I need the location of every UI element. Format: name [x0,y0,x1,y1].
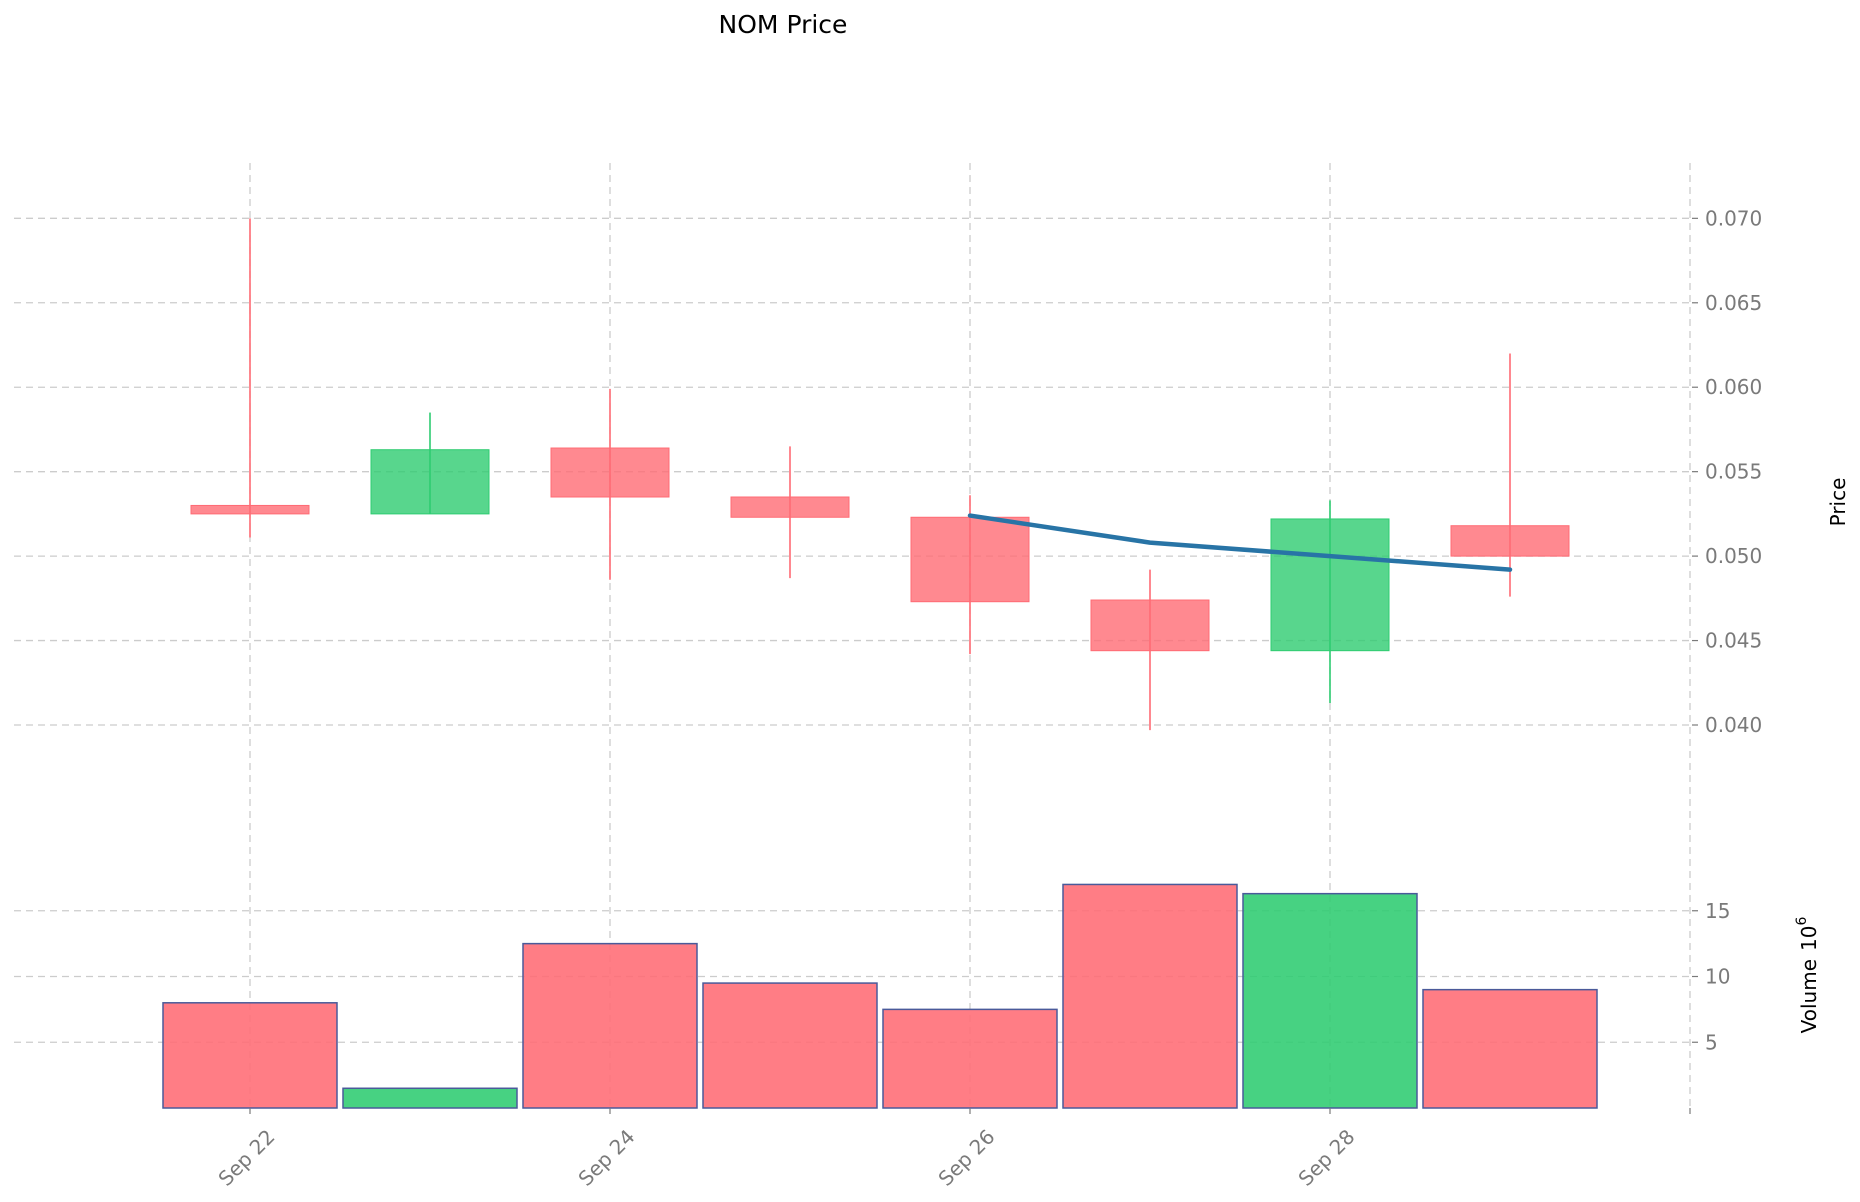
x-tick-label: Sep 24 [573,1125,639,1191]
volume-bar [1422,988,1598,1109]
candle-body [190,504,310,515]
price-tick-label: 0.060 [1705,375,1762,399]
price-tick-label: 0.045 [1705,629,1762,653]
volume-bar [162,1002,338,1109]
volume-axis-exponent: 6 [1794,917,1810,926]
candle-body [730,496,850,518]
moving-average [967,513,1513,572]
price-axis-label: Price [1826,478,1850,527]
volume-bar [702,982,878,1109]
volume-tick-label: 10 [1705,965,1730,989]
volume-axis-exponent-base: 10 [1797,926,1821,951]
volume-bar [1062,883,1238,1109]
candle-body [1450,525,1570,557]
volume-bar [522,942,698,1109]
candle-body [910,516,1030,603]
x-tick-label: Sep 22 [213,1125,279,1191]
price-tick-label: 0.055 [1705,460,1762,484]
price-tick-label: 0.040 [1705,713,1762,737]
price-tick-label: 0.050 [1705,544,1762,568]
candle-body [370,449,490,515]
volume-axis-label: Volume 106 [1794,917,1821,1034]
volume-bar [882,1008,1058,1109]
candle-body [550,447,670,498]
x-tick-label: Sep 28 [1293,1125,1359,1191]
volume-bar [1242,892,1418,1109]
price-tick-label: 0.070 [1705,206,1762,230]
grid [14,163,1691,1108]
x-tick-label: Sep 26 [933,1125,999,1191]
volume-tick-label: 5 [1705,1030,1718,1054]
volume-tick-label: 15 [1705,899,1730,923]
chart-title: NOM Price [719,10,848,39]
candle-body [1090,599,1210,652]
price-tick-label: 0.065 [1705,291,1762,315]
candlesticks [190,218,1570,731]
volume-axis-label-text: Volume [1797,959,1821,1033]
volume-bar [342,1087,518,1109]
volume-bars [162,883,1598,1109]
moving-average-line [967,513,1513,572]
candle-body [1270,518,1390,652]
